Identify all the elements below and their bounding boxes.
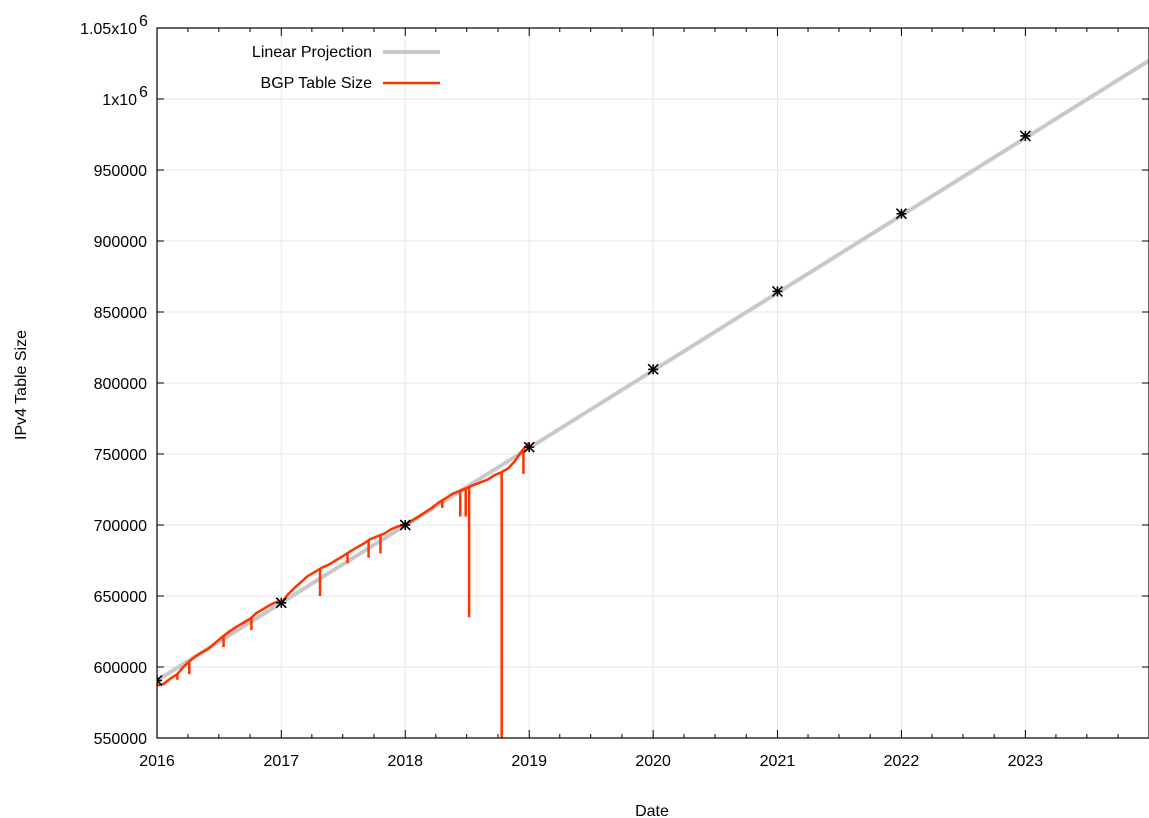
x-axis-title: Date	[635, 803, 669, 818]
legend: Linear Projection BGP Table Size	[252, 44, 440, 92]
marker-stroke	[157, 679, 163, 687]
y-tick-label: 700000	[94, 518, 147, 535]
marker-stroke	[157, 674, 163, 682]
plot-area	[157, 58, 1149, 738]
projection-marker	[1019, 130, 1031, 142]
projection-marker	[771, 285, 784, 297]
y-tick-label: 950000	[94, 163, 147, 180]
projection-marker	[275, 597, 287, 609]
x-tick-label: 2020	[635, 753, 671, 770]
y-axis-title: IPv4 Table Size	[13, 330, 30, 440]
plot-frame	[156, 27, 1149, 739]
projection-marker	[647, 363, 659, 375]
x-tick-label: 2021	[760, 753, 796, 770]
y-tick-label: 1.05x10	[80, 21, 137, 38]
y-tick-label: 550000	[94, 731, 147, 748]
grid	[156, 27, 1149, 739]
y-tick-label-exponent: 6	[139, 13, 148, 30]
y-tick-label: 1x10	[102, 92, 137, 109]
projection-marker	[895, 208, 907, 220]
x-tick-label: 2016	[139, 753, 175, 770]
x-tick-label: 2019	[511, 753, 547, 770]
y-tick-label: 750000	[94, 447, 147, 464]
y-axis: 550000 600000 650000 700000 750000 800000 8500…	[80, 13, 1149, 748]
series-group	[157, 58, 1149, 738]
y-tick-label: 650000	[94, 589, 147, 606]
y-tick-label: 800000	[94, 376, 147, 393]
x-tick-label: 2017	[264, 753, 300, 770]
y-tick-label: 600000	[94, 660, 147, 677]
x-tick-label: 2022	[884, 753, 920, 770]
projection-marker	[399, 519, 411, 531]
y-tick-label: 900000	[94, 234, 147, 251]
x-tick-label: 2018	[387, 753, 423, 770]
projection-marker	[523, 441, 535, 453]
x-tick-label: 2023	[1008, 753, 1044, 770]
y-tick-label-exponent: 6	[139, 84, 148, 101]
projection-marker	[157, 674, 163, 687]
legend-label-bgp-table-size: BGP Table Size	[261, 75, 373, 92]
x-axis: 2016 2017 2018 2019 2020 2021 2022 2023	[139, 28, 1119, 770]
y-tick-label: 850000	[94, 305, 147, 322]
legend-label-linear-projection: Linear Projection	[252, 44, 372, 61]
